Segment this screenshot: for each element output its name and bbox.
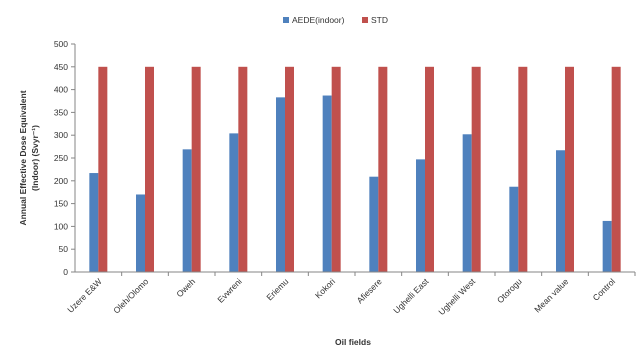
y-axis-title: Annual Effective Dose Equivalent (Indoor…: [18, 90, 40, 225]
y-tick-label: 150: [54, 199, 68, 209]
x-tick-label: Eriemu: [264, 276, 290, 302]
bar-std: [145, 66, 154, 272]
bar-std: [98, 66, 108, 272]
y-axis-title-line1: Annual Effective Dose Equivalent: [18, 90, 28, 225]
legend: AEDE(indoor) STD: [283, 15, 388, 25]
bar-std: [285, 66, 294, 272]
x-tick-label: Otorogu: [495, 276, 524, 305]
bar-aede: [322, 95, 332, 272]
x-tick-label: Mean value: [532, 276, 570, 314]
legend-swatch: [362, 17, 368, 23]
bar-aede: [462, 134, 472, 272]
x-tick-label: Oleh/Olomo: [111, 276, 150, 315]
y-axis-title-line2: (Indoor) (Svyr⁻¹): [30, 125, 40, 191]
y-tick-label: 100: [54, 221, 68, 231]
bar-aede: [89, 173, 99, 272]
bar-aede: [182, 149, 192, 272]
y-tick-label: 0: [63, 267, 68, 277]
bar-std: [331, 66, 341, 272]
x-tick-label: Afiesere: [355, 276, 384, 305]
y-tick-label: 50: [59, 244, 69, 254]
x-tick-label: Evwreni: [215, 276, 244, 305]
legend-label: AEDE(indoor): [292, 15, 345, 25]
bar-std: [191, 66, 201, 272]
y-tick-label: 500: [54, 39, 68, 49]
x-tick-label: Uzere E&W: [65, 276, 103, 314]
x-tick-label: Oweh: [174, 276, 197, 299]
y-tick-label: 300: [54, 130, 68, 140]
y-tick-label: 400: [54, 85, 68, 95]
bar-std: [425, 66, 434, 272]
bar-std: [238, 66, 248, 272]
x-axis: Uzere E&W Oleh/Olomo Oweh Evwreni Eriemu Koko…: [65, 272, 636, 317]
legend-swatch: [283, 17, 289, 23]
bar-aede: [276, 97, 285, 273]
x-axis-title: Oil fields: [335, 337, 371, 347]
bar-std: [518, 66, 528, 272]
bar-std: [611, 66, 621, 272]
bar-aede: [369, 176, 379, 272]
y-tick-label: 250: [54, 153, 68, 163]
bar-std: [565, 66, 574, 272]
bar-aede: [136, 194, 145, 272]
x-tick-label: Kokori: [313, 276, 337, 300]
x-tick-label: Ughelli East: [391, 276, 431, 316]
y-tick-label: 200: [54, 176, 68, 186]
y-tick-label: 450: [54, 62, 68, 72]
y-axis: 0 50 100 150 200 250 300 350 400 450 500: [54, 39, 75, 277]
bar-std: [471, 66, 481, 272]
bar-aede: [416, 159, 425, 272]
bar-aede: [602, 220, 612, 272]
legend-label: STD: [371, 15, 388, 25]
bar-aede: [229, 133, 239, 272]
x-tick-label: Control: [591, 276, 618, 303]
bar-aede: [509, 186, 519, 272]
bar-aede: [556, 150, 565, 272]
y-tick-label: 350: [54, 107, 68, 117]
bars: [89, 66, 621, 273]
x-tick-label: Ughelli West: [436, 276, 477, 317]
bar-std: [378, 66, 388, 272]
